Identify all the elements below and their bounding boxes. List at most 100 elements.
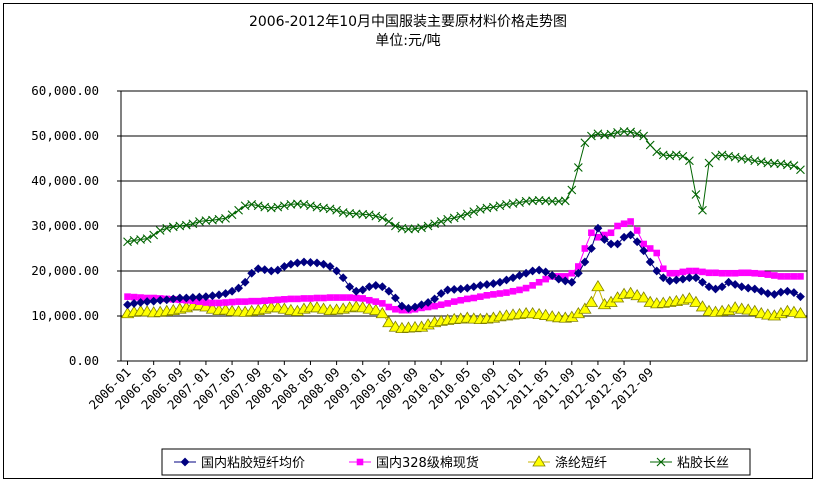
data-point (247, 268, 257, 278)
data-point (235, 298, 242, 305)
data-point (359, 295, 367, 302)
data-point (382, 315, 396, 328)
data-point (332, 266, 342, 276)
data-point (695, 300, 710, 312)
data-point (678, 151, 688, 161)
data-point (777, 273, 785, 280)
data-point (515, 271, 524, 280)
y-tick-label: 0.00 (69, 353, 99, 368)
data-point (502, 275, 511, 285)
data-point (698, 205, 707, 215)
data-point (254, 297, 262, 305)
data-point (369, 303, 383, 316)
data-point (300, 295, 308, 302)
data-point (658, 273, 668, 283)
data-point (789, 161, 799, 171)
data-point (281, 296, 288, 303)
data-point (529, 282, 536, 289)
data-point (312, 258, 322, 268)
data-point (639, 246, 649, 256)
data-point (782, 286, 792, 296)
data-point (573, 268, 583, 278)
data-point (784, 273, 791, 280)
legend-label: 粘胶长丝 (677, 455, 729, 471)
data-point (155, 226, 165, 235)
legend-item: 国内328级棉现货 (349, 455, 479, 471)
data-point (338, 273, 348, 283)
series-4 (123, 127, 805, 247)
legend-marker (356, 458, 364, 466)
data-point (639, 131, 649, 141)
data-point (699, 268, 706, 276)
data-point (319, 259, 328, 269)
data-point (482, 280, 492, 289)
data-point (496, 290, 504, 297)
data-point (306, 258, 315, 267)
data-point (626, 230, 636, 240)
y-tick-label: 20,000.00 (31, 263, 99, 278)
data-point (456, 284, 466, 294)
data-point (155, 295, 165, 305)
data-point (142, 234, 152, 243)
chart-subtitle: 单位:元/吨 (375, 33, 440, 49)
data-point (793, 306, 808, 319)
data-point (542, 275, 549, 283)
data-point (248, 297, 255, 305)
data-point (757, 270, 765, 278)
data-point (632, 237, 642, 247)
data-point (358, 285, 368, 295)
data-point (430, 219, 439, 229)
x-axis: 2006-012006-052006-092007-012007-052007-… (86, 361, 656, 412)
data-point (477, 293, 484, 300)
data-point (490, 291, 497, 298)
data-point (560, 276, 570, 286)
data-point (320, 294, 327, 302)
legend-item: 国内粘胶短纤均价 (174, 455, 305, 471)
data-point (124, 293, 131, 300)
series-line (127, 130, 801, 243)
data-point (410, 302, 420, 312)
data-point (632, 129, 642, 139)
data-point (737, 282, 747, 292)
data-point (299, 257, 309, 267)
data-point (738, 269, 745, 277)
data-point (423, 221, 433, 231)
data-point (456, 211, 466, 221)
data-point (764, 271, 772, 278)
data-point (705, 269, 713, 277)
data-point (652, 147, 662, 157)
data-point (725, 269, 732, 277)
data-point (261, 297, 269, 305)
data-point (521, 268, 531, 278)
data-point (652, 266, 662, 276)
data-point (560, 196, 570, 206)
data-point (470, 294, 478, 302)
data-point (686, 267, 693, 275)
data-point (222, 299, 229, 306)
data-point (646, 245, 654, 252)
legend-item: 涤纶短纤 (528, 455, 607, 471)
data-point (718, 269, 726, 277)
data-point (568, 269, 576, 277)
data-point (431, 302, 438, 310)
series-3 (120, 279, 808, 334)
data-point (462, 209, 472, 219)
data-point (444, 300, 451, 307)
chart-title: 2006-2012年10月中国服装主要原材料价格走势图 (249, 14, 567, 30)
data-point (666, 269, 674, 277)
data-point (221, 213, 230, 223)
data-point (457, 296, 465, 304)
legend-label: 涤纶短纤 (555, 456, 607, 471)
data-point (796, 165, 805, 175)
data-point (240, 277, 250, 287)
data-point (188, 293, 198, 302)
chart-frame (3, 3, 813, 479)
data-point (619, 232, 629, 242)
data-point (332, 205, 341, 215)
data-point (325, 262, 335, 271)
data-point (385, 303, 393, 311)
data-point (417, 223, 426, 233)
data-point (266, 266, 276, 276)
data-point (684, 273, 694, 283)
data-point (469, 207, 479, 216)
